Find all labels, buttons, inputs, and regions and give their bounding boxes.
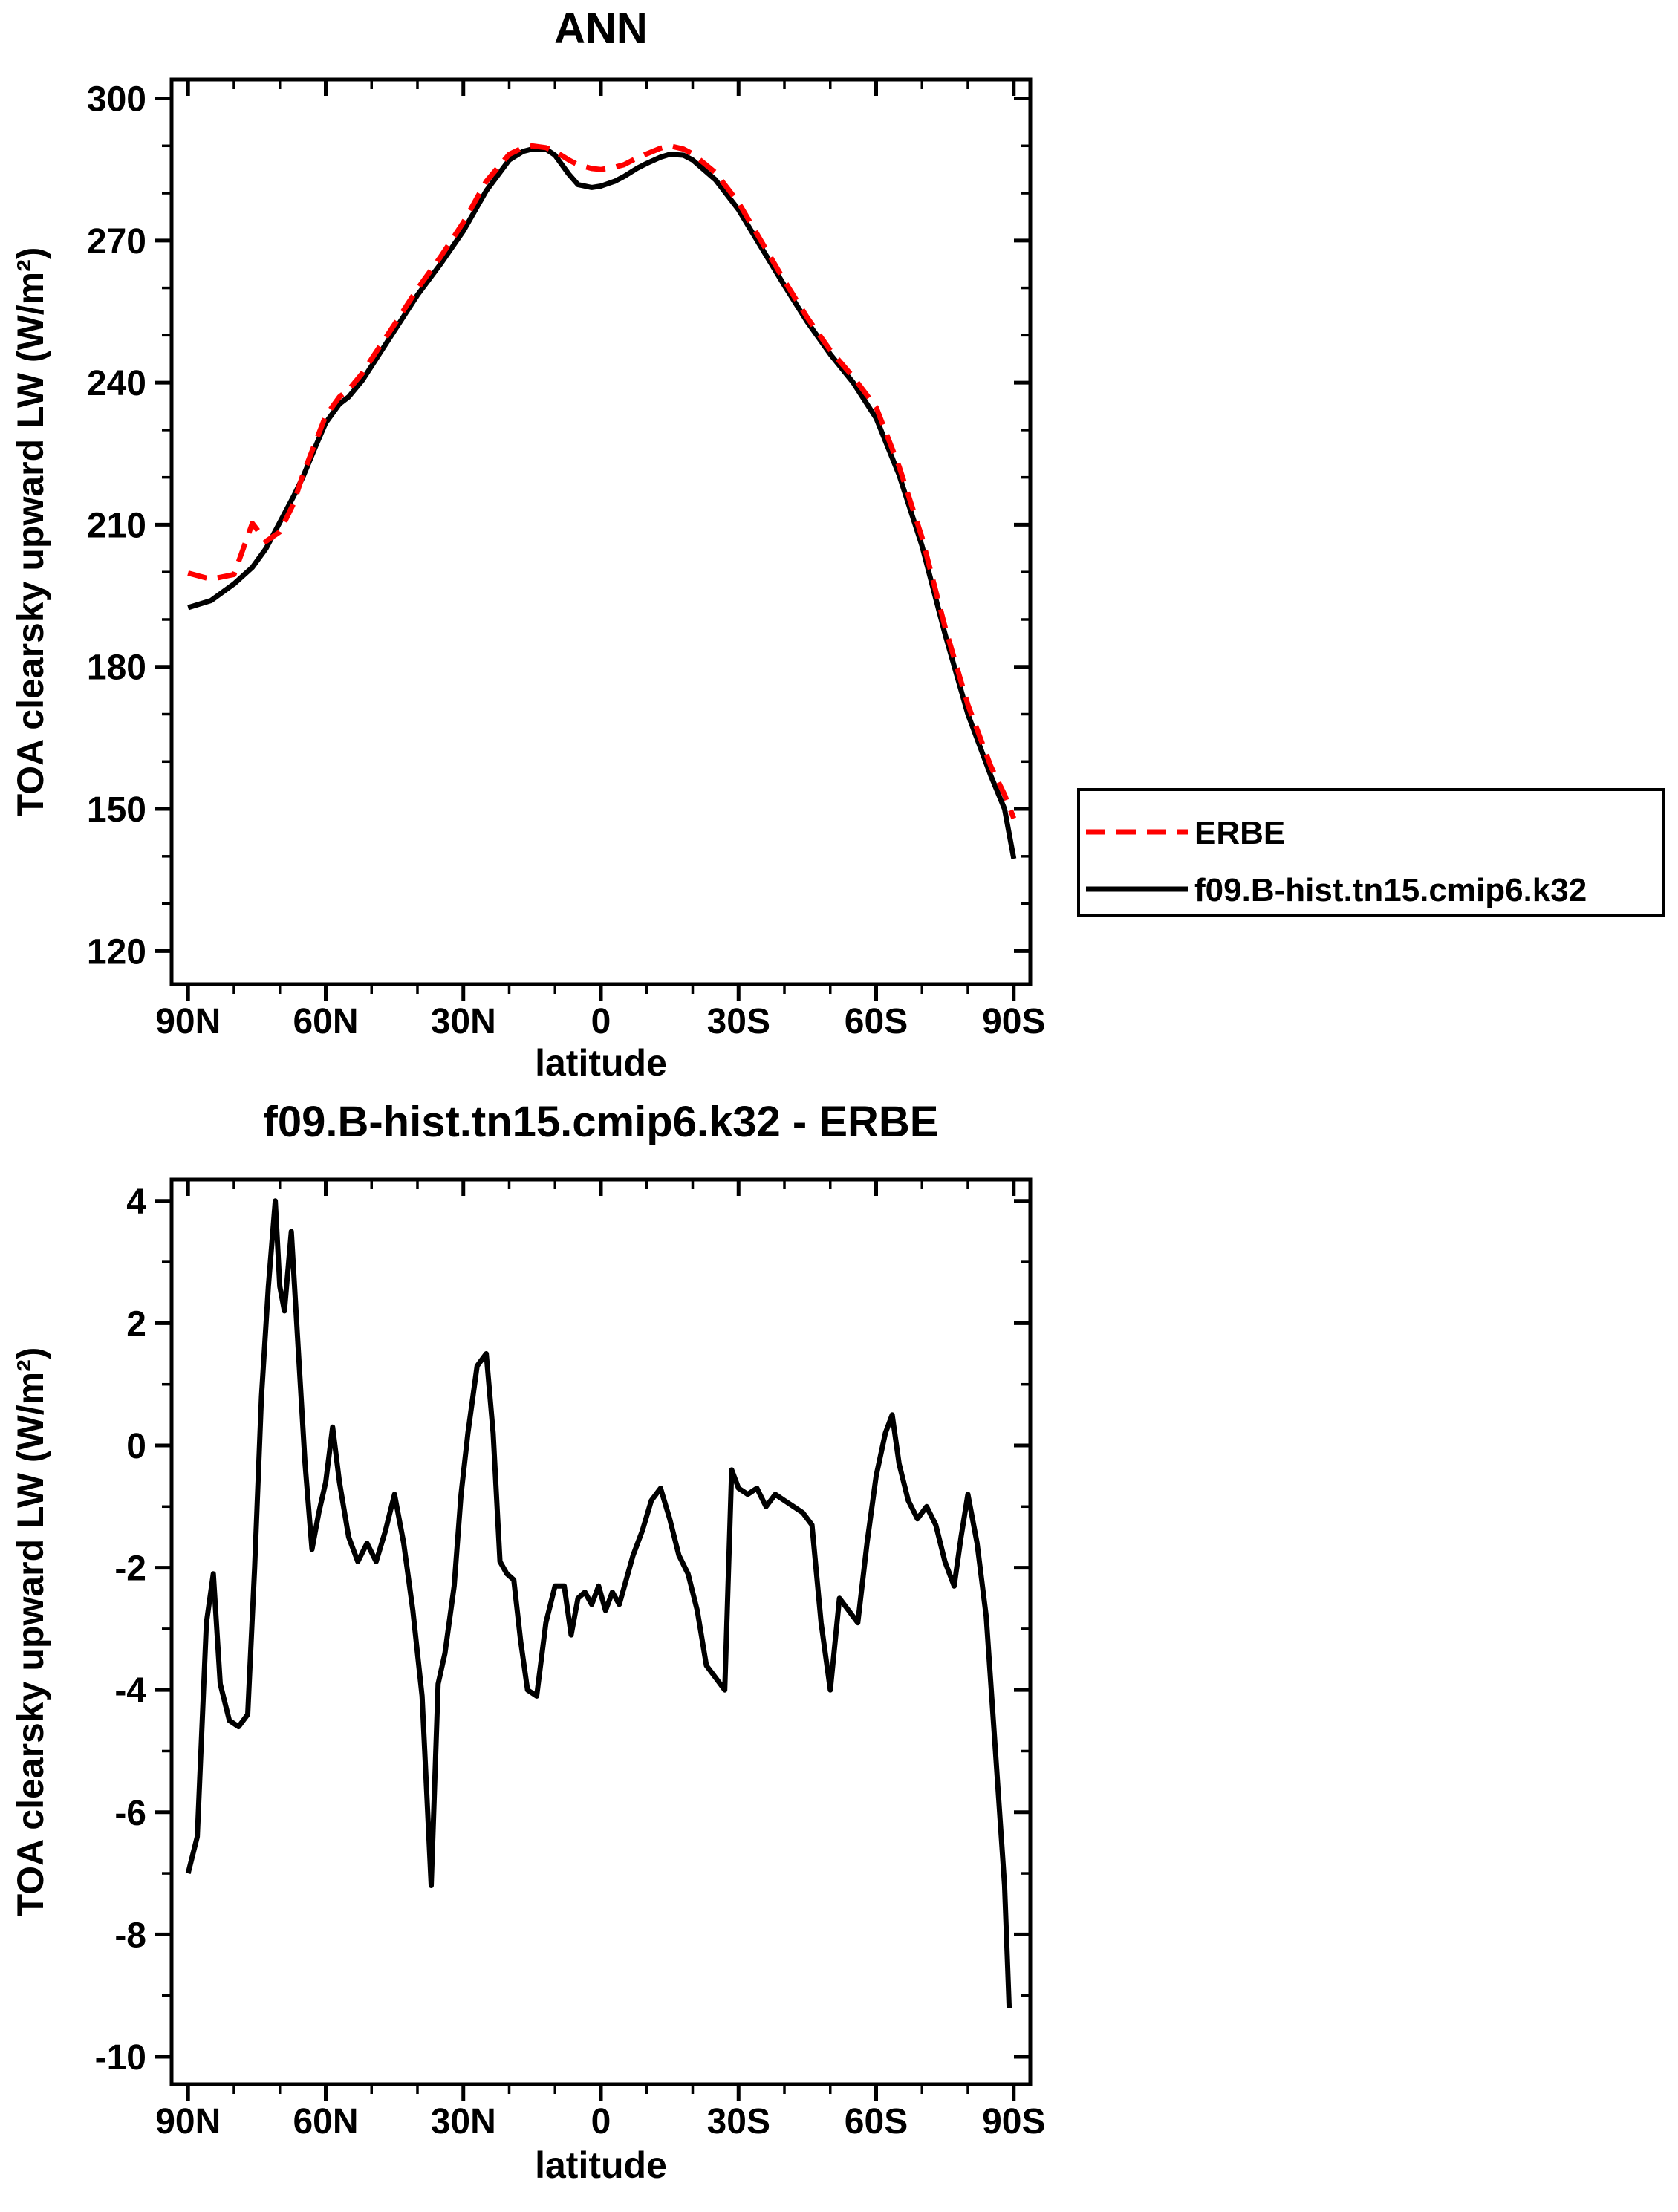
y-tick-label: 4 [126, 1183, 146, 1222]
y-tick-label: -8 [114, 1916, 146, 1955]
x-tick-label: 30S [707, 2102, 770, 2141]
x-tick-label: 60S [845, 1002, 908, 1041]
x-tick-label: 30S [707, 1002, 770, 1041]
bottom-chart-y-axis-title: TOA clearsky upward LW (W/m²) [10, 1347, 51, 1917]
difference-line [185, 1198, 1012, 2008]
top-chart-x-axis-title: latitude [535, 1042, 667, 1084]
x-tick-label: 60N [293, 1002, 358, 1041]
x-tick-label: 90S [982, 1002, 1045, 1041]
x-tick-label: 90S [982, 2102, 1045, 2141]
y-tick-label: 270 [87, 222, 146, 261]
plot-frame [169, 1177, 1033, 2086]
x-tick-label: 0 [591, 2102, 611, 2141]
y-tick-label: -4 [114, 1671, 146, 1711]
x-tick-label: 0 [591, 1002, 611, 1041]
legend-erbe-label: ERBE [1194, 815, 1285, 851]
erbe-line [187, 143, 1017, 820]
top-chart: 90N 60N 30N 0 30S 60S 90S 120 150 180 210 240 270 300… [10, 4, 1665, 1084]
model-line [187, 146, 1017, 859]
y-tick-label: 120 [87, 932, 146, 972]
plot-frame [169, 77, 1033, 986]
x-tick-label: 60N [293, 2102, 358, 2141]
legend: ERBE f09.B-hist.tn15.cmip6.k32 [1077, 788, 1665, 917]
y-tick-label: -2 [114, 1549, 146, 1589]
x-tick-label: 90N [155, 2102, 221, 2141]
top-chart-y-axis-title: TOA clearsky upward LW (W/m²) [10, 247, 51, 817]
top-chart-title: ANN [554, 4, 648, 53]
x-tick-label: 90N [155, 1002, 221, 1041]
y-tick-label: -10 [95, 2038, 146, 2078]
x-tick-label: 60S [845, 2102, 908, 2141]
y-tick-label: 150 [87, 790, 146, 830]
y-tick-label: 180 [87, 648, 146, 688]
bottom-chart: 90N 60N 30N 0 30S 60S 90S -10 -8 -6 -4 -2 0 2 4 f09.B-… [10, 1098, 1045, 2186]
legend-box [1077, 788, 1665, 917]
y-tick-label: 240 [87, 364, 146, 403]
x-tick-label: 30N [431, 2102, 496, 2141]
y-tick-label: 210 [87, 506, 146, 545]
top-plot-area: 90N 60N 30N 0 30S 60S 90S 120 150 180 210 240 270 300 [87, 77, 1045, 1041]
y-tick-label: 0 [126, 1427, 146, 1466]
y-tick-label: 2 [126, 1304, 146, 1344]
y-tick-label: -6 [114, 1794, 146, 1833]
bottom-plot-area: 90N 60N 30N 0 30S 60S 90S -10 -8 -6 -4 -2 0 2 4 [95, 1177, 1045, 2141]
bottom-chart-title: f09.B-hist.tn15.cmip6.k32 - ERBE [264, 1098, 939, 1146]
x-tick-label: 30N [431, 1002, 496, 1041]
y-tick-label: 300 [87, 80, 146, 120]
legend-model-label: f09.B-hist.tn15.cmip6.k32 [1194, 872, 1587, 908]
bottom-chart-x-axis-title: latitude [535, 2144, 667, 2186]
